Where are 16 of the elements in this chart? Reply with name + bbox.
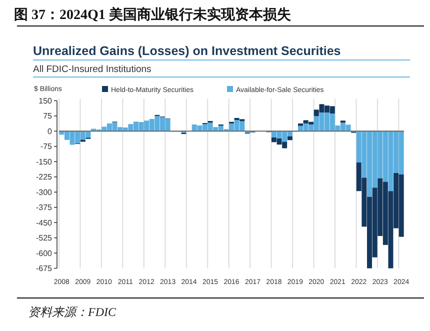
chart-subtitle: All FDIC-Insured Institutions	[33, 64, 152, 75]
y-tick-label: -300	[36, 188, 53, 197]
chart-title: Unrealized Gains (Losses) on Investment Securities	[33, 44, 341, 58]
y-tick-label: -375	[36, 203, 53, 212]
y-tick-label: -450	[36, 218, 53, 228]
y-tick-label: -675	[36, 264, 53, 274]
y-tick-label: -525	[36, 234, 53, 243]
y-tick-label: 150	[38, 96, 53, 106]
text: 资料来源：FDIC	[28, 305, 117, 319]
y-tick-label: -75	[40, 142, 53, 152]
y-tick-label: 75	[43, 112, 53, 121]
caption: 图 37：2024Q1 美国商业银行未实现资本损失	[14, 6, 292, 23]
y-tick-label: -225	[36, 172, 53, 182]
y-tick-label: -600	[36, 248, 53, 258]
y-tick-label: -150	[36, 157, 53, 166]
y-tick-label: 0	[48, 126, 53, 136]
